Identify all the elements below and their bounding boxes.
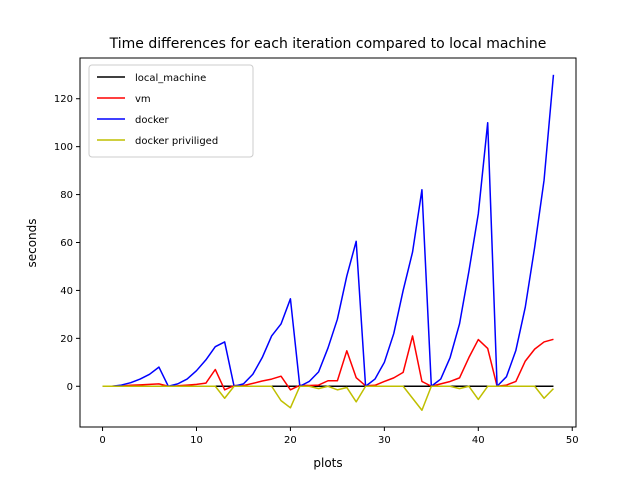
x-tick-label: 50 <box>566 435 579 446</box>
y-tick-label: 20 <box>60 334 73 345</box>
series-line-docker <box>102 74 555 388</box>
series-line-docker-priviliged <box>102 385 554 411</box>
y-axis-label: seconds <box>25 218 39 267</box>
legend-label: docker <box>135 115 170 126</box>
plot-area <box>102 74 555 411</box>
x-axis: 0 10 20 30 40 50 <box>99 427 579 446</box>
chart-title: Time differences for each iteration comp… <box>109 36 547 52</box>
legend-box <box>88 64 254 158</box>
x-tick-label: 10 <box>190 435 203 446</box>
y-tick-label: 80 <box>60 190 73 201</box>
x-axis-label: plots <box>313 456 342 470</box>
y-tick-label: 100 <box>54 142 73 153</box>
legend-label: docker priviliged <box>135 136 218 147</box>
series-line-vm <box>102 335 554 391</box>
x-tick-label: 20 <box>284 435 297 446</box>
y-axis: 0 20 40 60 80 100 120 <box>54 94 80 393</box>
x-tick-label: 0 <box>99 435 105 446</box>
y-tick-label: 0 <box>67 382 73 393</box>
x-tick-label: 40 <box>472 435 485 446</box>
y-tick-label: 60 <box>60 238 73 249</box>
x-tick-label: 30 <box>378 435 391 446</box>
y-tick-label: 120 <box>54 94 73 105</box>
y-tick-label: 40 <box>60 286 73 297</box>
legend-label: vm <box>135 94 151 105</box>
legend-label: local_machine <box>135 73 206 84</box>
